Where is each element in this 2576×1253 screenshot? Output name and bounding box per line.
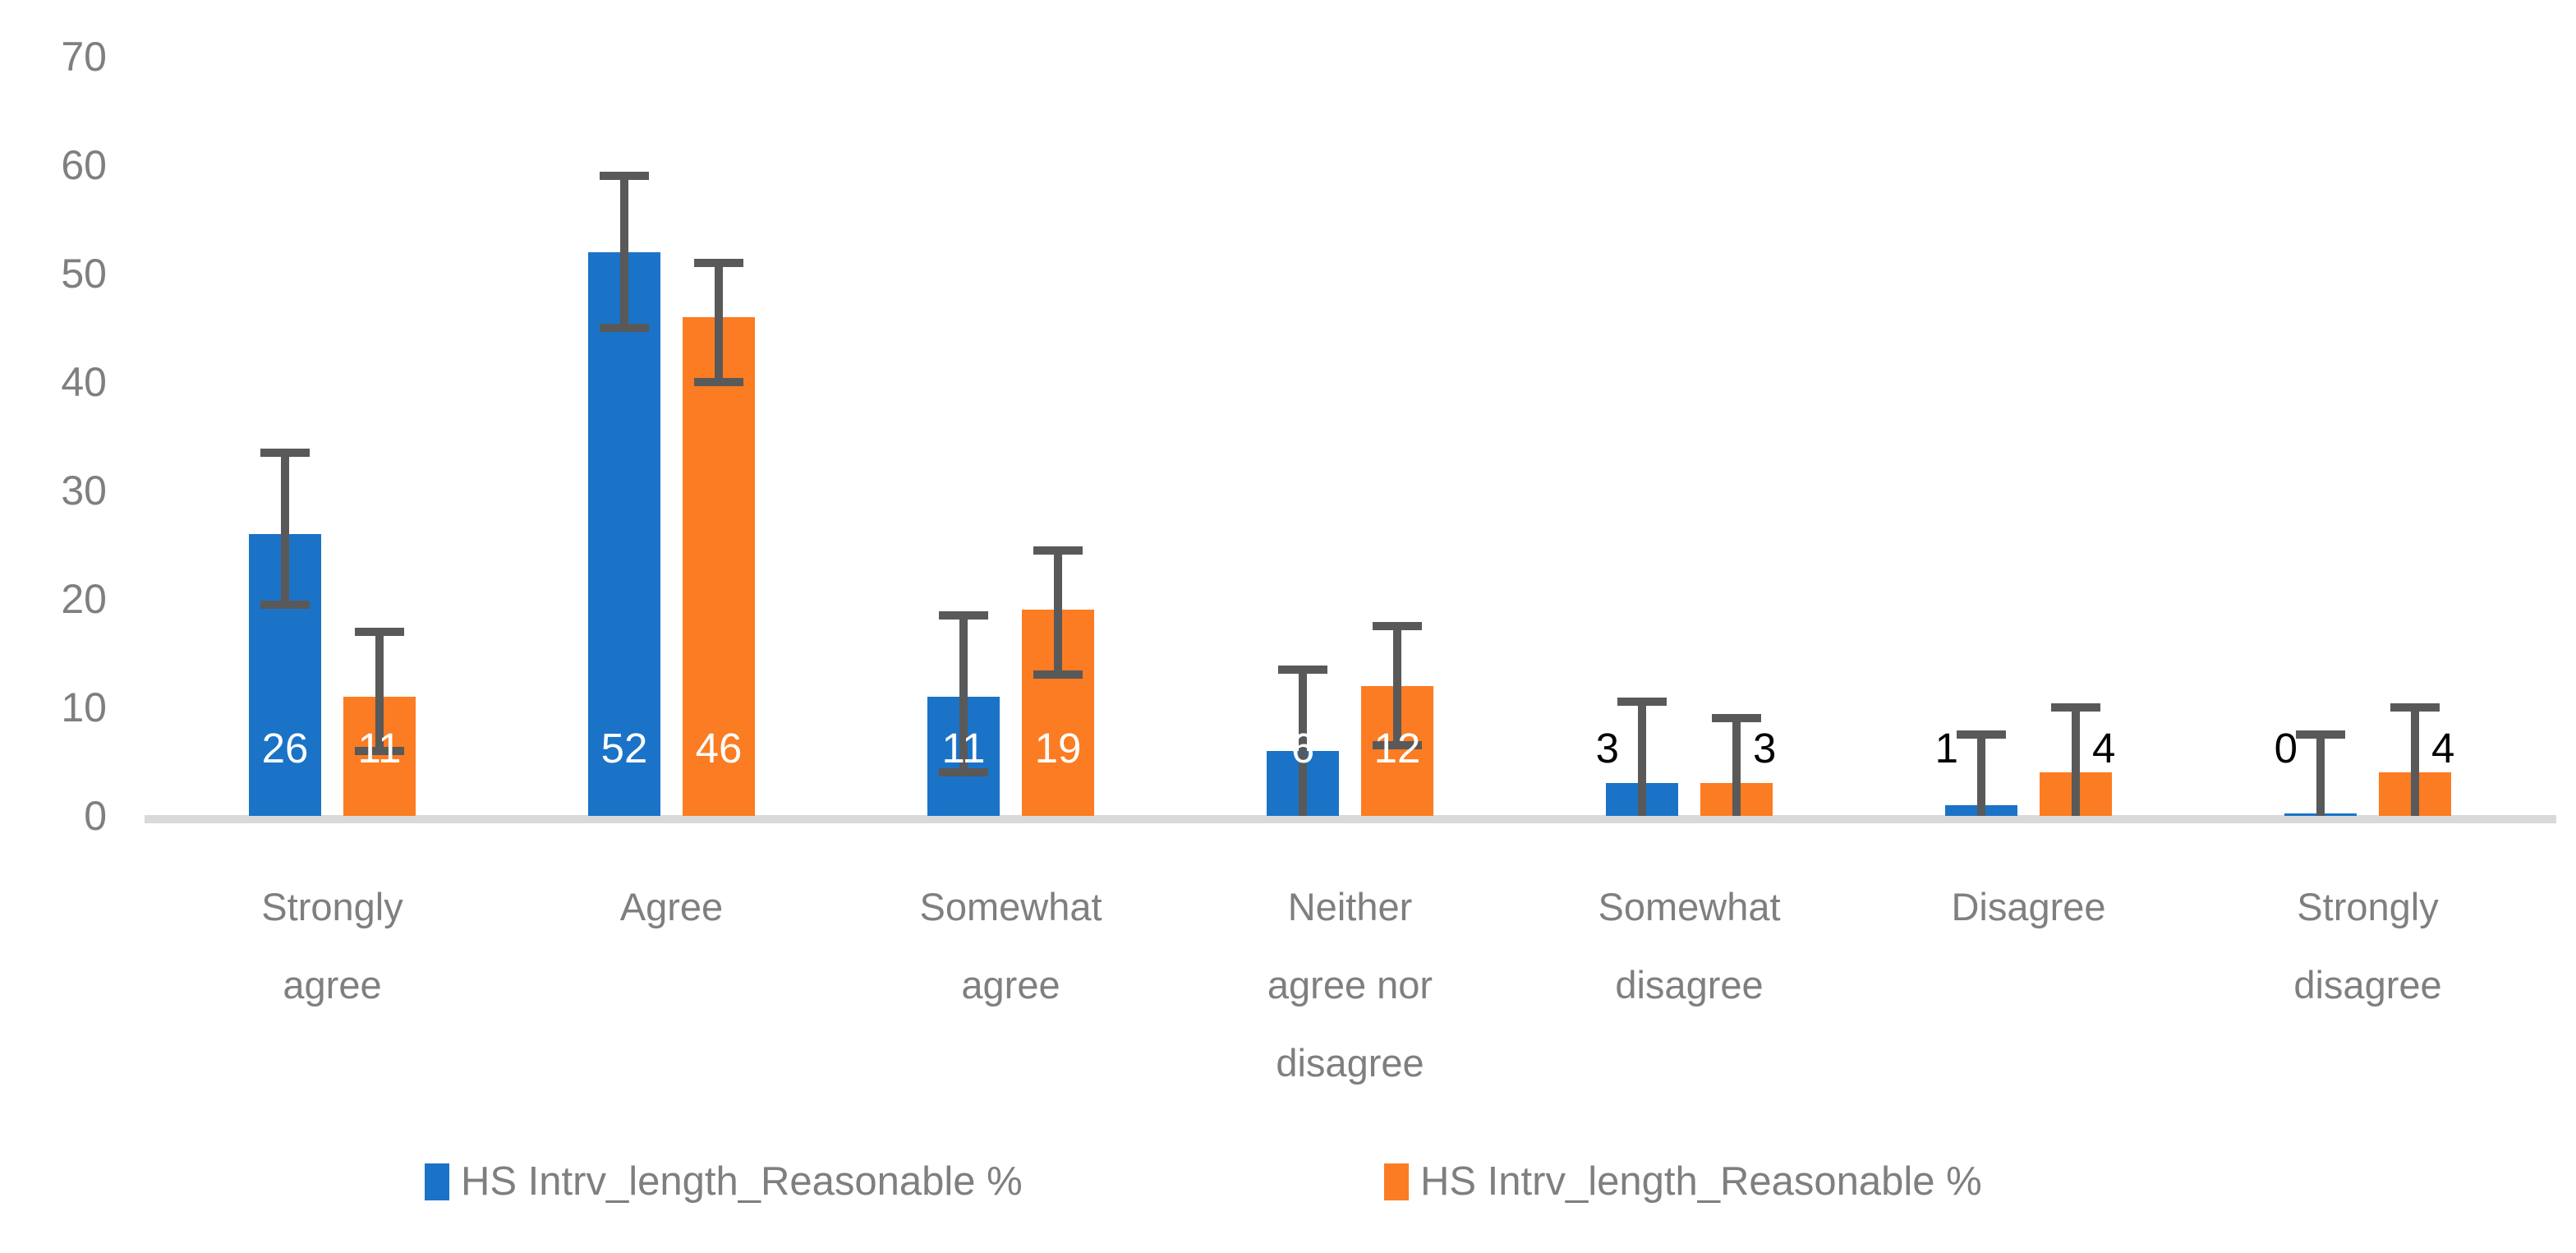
y-axis-tick-label: 20 xyxy=(61,576,107,622)
legend-marker-blue-icon xyxy=(425,1163,449,1200)
legend-marker-orange-icon xyxy=(1384,1163,1409,1200)
error-bar-line xyxy=(959,615,968,772)
error-bar-cap-bottom xyxy=(694,378,743,386)
error-bar-cap-top xyxy=(1278,666,1327,674)
y-axis-tick-label: 70 xyxy=(61,34,107,80)
error-bar-cap-bottom xyxy=(600,324,649,332)
x-axis-line xyxy=(145,815,2556,823)
data-label: 4 xyxy=(2092,725,2116,772)
error-bar-cap-bottom xyxy=(1373,741,1422,749)
error-bar-line xyxy=(2411,707,2419,816)
error-bar-line xyxy=(1299,670,1307,816)
data-label: 4 xyxy=(2431,725,2455,772)
error-bar-cap-top xyxy=(1033,546,1083,555)
data-label: 19 xyxy=(1034,725,1082,772)
error-bar-cap-bottom xyxy=(355,747,404,755)
error-bar-cap-top xyxy=(260,449,310,457)
y-axis-tick-label: 30 xyxy=(61,468,107,514)
error-bar-line xyxy=(1732,718,1741,816)
error-bar-line xyxy=(1393,626,1401,745)
bar-series1 xyxy=(588,252,660,816)
x-axis-category-label: Neither agree nor disagree xyxy=(1267,885,1433,1085)
data-label: 11 xyxy=(941,725,986,772)
error-bar-cap-top xyxy=(2051,703,2100,712)
y-axis-tick-label: 40 xyxy=(61,359,107,405)
error-bar-line xyxy=(715,263,723,382)
error-bar-cap-bottom xyxy=(939,768,988,776)
bar-series2 xyxy=(683,317,755,816)
data-label: 1 xyxy=(1934,725,1958,772)
error-bar-line xyxy=(281,453,289,605)
legend-entry-series2: HS Intrv_length_Reasonable % xyxy=(1384,1157,1982,1206)
error-bar-cap-top xyxy=(1373,622,1422,630)
error-bar-line xyxy=(1977,735,1985,816)
data-label: 3 xyxy=(1753,725,1777,772)
error-bar-cap-top xyxy=(939,611,988,620)
error-bar-line xyxy=(375,632,384,751)
data-label: 12 xyxy=(1373,725,1421,772)
x-axis-category-label: Strongly disagree xyxy=(2293,885,2442,1007)
error-bar-line xyxy=(2072,707,2080,816)
x-axis-category-label: Strongly agree xyxy=(261,885,403,1007)
x-axis-category-label: Agree xyxy=(619,885,724,928)
data-label: 52 xyxy=(600,725,648,772)
error-bar-cap-bottom xyxy=(260,601,310,609)
error-bar-line xyxy=(620,176,628,328)
y-axis-tick-label: 10 xyxy=(61,684,107,730)
error-bar-line xyxy=(2316,735,2325,816)
y-axis-tick-label: 0 xyxy=(84,793,107,839)
error-bar-cap-top xyxy=(1617,698,1667,706)
data-label: 46 xyxy=(695,725,743,772)
data-label: 6 xyxy=(1290,725,1315,772)
error-bar-line xyxy=(1054,550,1062,675)
error-bar-line xyxy=(1638,702,1646,816)
legend-label-series1: HS Intrv_length_Reasonable % xyxy=(461,1159,1023,1204)
legend-entry-series1: HS Intrv_length_Reasonable % xyxy=(425,1157,1023,1206)
error-bar-cap-top xyxy=(1957,730,2006,739)
data-label: 0 xyxy=(2274,725,2298,772)
x-axis-category-label: Disagree xyxy=(1951,885,2106,928)
data-label: 26 xyxy=(261,725,309,772)
error-bar-cap-bottom xyxy=(1033,670,1083,679)
x-axis-category-label: Somewhat agree xyxy=(919,885,1102,1007)
error-bar-cap-top xyxy=(694,259,743,267)
error-bar-cap-top xyxy=(2296,730,2345,739)
x-axis-category-label: Somewhat disagree xyxy=(1598,885,1781,1007)
error-bar-cap-top xyxy=(355,628,404,636)
error-bar-cap-top xyxy=(1712,714,1761,722)
error-bar-cap-top xyxy=(2390,703,2440,712)
y-axis-tick-label: 60 xyxy=(61,142,107,188)
data-label: 11 xyxy=(357,725,402,772)
legend-label-series2: HS Intrv_length_Reasonable % xyxy=(1420,1159,1982,1204)
data-label: 3 xyxy=(1595,725,1619,772)
y-axis-tick-label: 50 xyxy=(61,251,107,297)
error-bar-cap-top xyxy=(600,172,649,180)
